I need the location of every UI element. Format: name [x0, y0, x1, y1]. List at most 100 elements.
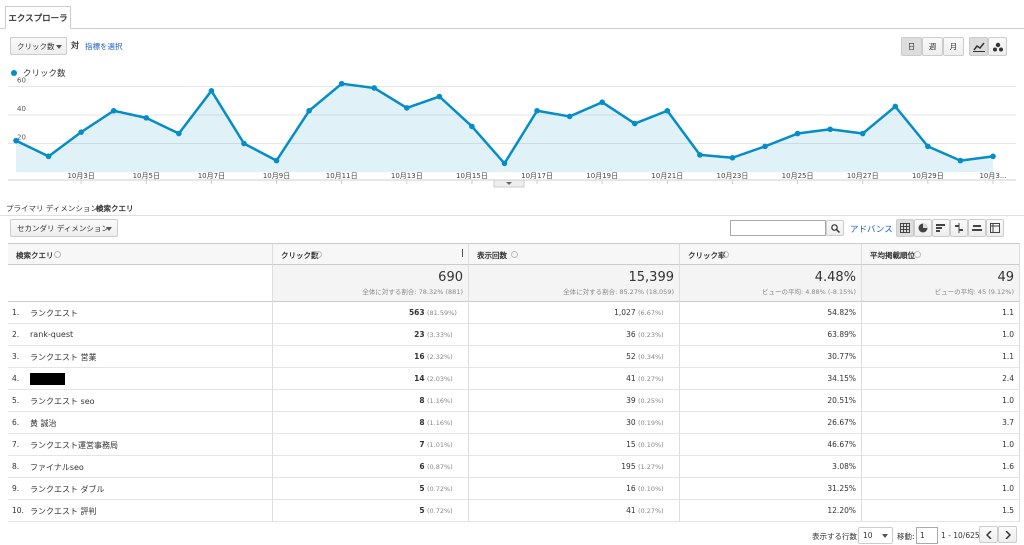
- query-link[interactable]: ランクエスト seo: [30, 397, 95, 406]
- view-table[interactable]: [896, 219, 914, 237]
- ctr-value: 31.25%: [827, 484, 856, 493]
- header-cell[interactable]: クリック数: [273, 243, 469, 265]
- tab[interactable]: エクスプローラ: [5, 6, 71, 29]
- query-link[interactable]: 黄 誠治: [30, 419, 57, 428]
- ctr-value: 26.67%: [827, 418, 856, 427]
- table-row: 10. ランクエスト 評判 5 (0.72%) 41 (0.27%) 12.20% 1.5: [8, 500, 1020, 522]
- row-cell: [273, 478, 469, 500]
- position-value: 1.0: [1002, 330, 1014, 339]
- series-area: [16, 83, 993, 172]
- impressions-cell: 16 (0.10%): [626, 484, 674, 493]
- x-tick-label: 10月21日: [651, 172, 683, 180]
- view-pie[interactable]: [914, 219, 932, 237]
- total-value: 4.48%: [814, 270, 856, 285]
- row-index: 5.: [12, 396, 20, 405]
- help-icon: [315, 251, 322, 258]
- x-tick-label: 10月3日: [67, 172, 94, 180]
- motion-chart-button[interactable]: [988, 37, 1007, 56]
- secondary-dimension-select[interactable]: セカンダリ ディメンション: [10, 219, 118, 237]
- metric-select-label: クリック数: [17, 41, 55, 51]
- clicks-share: (1.01%): [427, 441, 453, 449]
- header-cell[interactable]: 平均掲載順位: [862, 243, 1020, 265]
- data-point: [990, 153, 996, 160]
- line-chart-button[interactable]: [969, 37, 988, 56]
- period-week[interactable]: 週: [922, 37, 943, 56]
- clicks-value: 23: [414, 330, 425, 339]
- view-term-cloud[interactable]: [968, 219, 986, 237]
- clicks-value: 563: [408, 308, 425, 317]
- search-button[interactable]: [826, 220, 844, 236]
- clicks-share: (3.33%): [427, 331, 453, 339]
- header-cell[interactable]: クリック率: [680, 243, 862, 265]
- row-cell: [273, 302, 469, 324]
- search-icon: [830, 223, 840, 233]
- position-value: 1.1: [1002, 352, 1014, 361]
- metric-select[interactable]: クリック数: [10, 37, 67, 55]
- add-metric-link[interactable]: 指標を選択: [85, 42, 123, 51]
- totals-cell: [8, 265, 273, 302]
- query-link[interactable]: ランクエスト運営事務局: [30, 441, 118, 450]
- ctr-value: 63.89%: [827, 330, 856, 339]
- row-cell: [680, 346, 862, 368]
- x-tick-label: 10月9日: [263, 172, 290, 180]
- x-tick-label: 10月23日: [717, 172, 749, 180]
- clicks-cell: 563 (81.59%): [409, 308, 463, 317]
- total-note: 全体に対する割合: 85.27% (18,059): [563, 288, 674, 296]
- query-link[interactable]: ファイナルseo: [30, 463, 84, 472]
- row-cell: [862, 412, 1020, 434]
- row-index: 6.: [12, 418, 20, 427]
- impressions-cell: 41 (0.27%): [626, 374, 674, 383]
- row-cell: [862, 324, 1020, 346]
- view-comparison[interactable]: [950, 219, 968, 237]
- position-value: 3.7: [1002, 418, 1014, 427]
- view-performance[interactable]: [932, 219, 950, 237]
- chart: 20 40 60 10月3日 10月5日 10月7日 10月9日 10月11日 10月13日 10…: [8, 68, 1016, 188]
- redacted-query: [30, 373, 65, 385]
- query-link[interactable]: rank-quest: [30, 330, 74, 339]
- next-page[interactable]: [998, 526, 1017, 543]
- impressions-cell: 41 (0.27%): [626, 506, 674, 515]
- query-link[interactable]: ランクエスト ダブル: [30, 485, 105, 494]
- data-point: [45, 153, 52, 160]
- data-point: [762, 143, 768, 150]
- total-note: ビューの平均: 4.88% (-8.15%): [761, 288, 856, 296]
- header-label: 表示回数: [477, 251, 507, 260]
- data-point: [729, 154, 736, 161]
- x-tick-label: 10月29日: [912, 172, 944, 180]
- row-cell: [862, 456, 1020, 478]
- table-row: 2. rank-quest 23 (3.33%) 36 (0.23%) 63.89% 1.…: [8, 324, 1020, 346]
- view-pivot[interactable]: [986, 219, 1004, 237]
- data-point: [241, 140, 247, 147]
- row-cell: [680, 478, 862, 500]
- table-row: 9. ランクエスト ダブル 5 (0.72%) 16 (0.10%) 31.25% 1.0: [8, 478, 1020, 500]
- y-tick-label: 60: [17, 77, 26, 85]
- ctr-value: 20.51%: [827, 396, 856, 405]
- x-tick-label: 10月11日: [326, 172, 358, 180]
- search-input[interactable]: [730, 220, 826, 236]
- x-tick-label: 10月25日: [782, 172, 814, 180]
- impressions-value: 41: [626, 506, 636, 515]
- total-value: 15,399: [628, 270, 675, 285]
- row-cell: [862, 478, 1020, 500]
- total-value: 690: [438, 270, 463, 285]
- vs-label: 対: [71, 41, 79, 50]
- goto-input[interactable]: 1: [916, 527, 938, 544]
- query-link[interactable]: ランクエスト: [30, 309, 78, 318]
- primary-dimension-value[interactable]: 検索クエリ: [96, 204, 134, 213]
- advanced-link[interactable]: アドバンス: [850, 225, 893, 235]
- impressions-share: (0.23%): [638, 331, 664, 339]
- header-cell[interactable]: 検索クエリ: [8, 243, 273, 265]
- period-month[interactable]: 月: [943, 37, 964, 56]
- query-link[interactable]: ランクエスト 営業: [30, 353, 97, 362]
- data-point: [371, 85, 378, 91]
- ctr-value: 46.67%: [827, 440, 856, 449]
- period-day[interactable]: 日: [901, 37, 922, 56]
- prev-page[interactable]: [979, 526, 998, 543]
- data-point: [273, 157, 280, 164]
- header-cell[interactable]: 表示回数: [469, 243, 680, 265]
- impressions-share: (0.27%): [638, 375, 664, 383]
- rows-select[interactable]: 10: [858, 527, 893, 544]
- row-cell: [469, 478, 680, 500]
- query-link[interactable]: ランクエスト 評判: [30, 507, 97, 516]
